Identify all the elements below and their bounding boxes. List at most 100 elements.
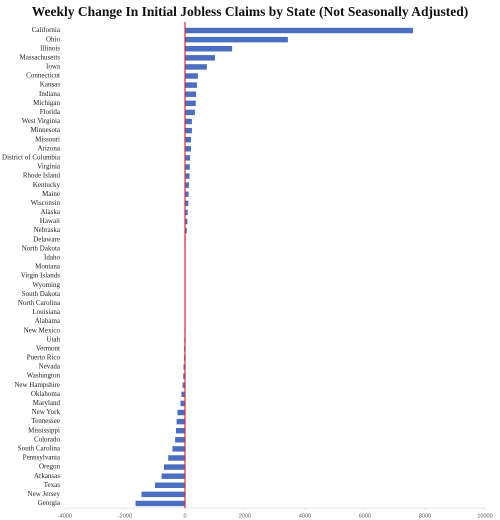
- bar: [185, 91, 197, 97]
- y-tick-label: Connecticut: [26, 72, 60, 80]
- y-tick-label: Virgin Islands: [21, 272, 61, 280]
- y-tick-label: Wyoming: [32, 281, 60, 289]
- y-tick-label: Oklahoma: [31, 390, 61, 398]
- x-tick-label: 6000: [359, 513, 371, 519]
- y-tick-label: New York: [32, 408, 61, 416]
- y-tick-label: Oregon: [39, 463, 60, 471]
- y-tick-label: New Jersey: [28, 490, 61, 498]
- y-tick-label: Alabama: [35, 317, 61, 325]
- bar: [185, 209, 188, 216]
- x-tick-label: -2000: [118, 513, 132, 519]
- bar: [185, 146, 191, 152]
- y-tick-label: Vermont: [36, 344, 60, 352]
- y-tick-label: Nevada: [39, 363, 61, 371]
- bar: [185, 191, 189, 197]
- y-tick-label: Minnesota: [30, 126, 60, 134]
- y-tick-label: Louisiana: [32, 308, 60, 316]
- y-tick-label: Iowa: [46, 63, 61, 71]
- y-tick-label: Florida: [40, 108, 61, 116]
- bar: [185, 36, 288, 43]
- y-tick-label: South Dakota: [22, 290, 61, 298]
- bar: [176, 418, 185, 425]
- y-tick-label: Pennsylvania: [23, 454, 61, 462]
- bar: [175, 437, 185, 443]
- y-tick-label: Georgia: [38, 499, 61, 507]
- y-tick-label: Kansas: [40, 81, 60, 89]
- bar: [185, 127, 192, 134]
- bar: [185, 164, 190, 170]
- bar: [183, 373, 185, 379]
- bar: [176, 427, 185, 434]
- x-tick-label: 0: [183, 513, 186, 519]
- x-tick-label: -4000: [58, 513, 72, 519]
- y-tick-label: Ohio: [46, 35, 61, 43]
- y-tick-label: Alaska: [41, 208, 61, 216]
- bar: [185, 46, 233, 52]
- bar: [185, 118, 192, 125]
- y-tick-label: Delaware: [33, 235, 60, 243]
- bar: [185, 200, 189, 207]
- bar: [135, 500, 185, 507]
- y-tick-label: Maryland: [33, 399, 61, 407]
- y-tick-label: Michigan: [33, 99, 60, 107]
- y-tick-label: South Carolina: [18, 444, 61, 452]
- y-tick-label: Virginia: [37, 163, 61, 171]
- y-tick-label: Maine: [42, 190, 60, 198]
- y-tick-label: Missouri: [35, 135, 60, 143]
- y-tick-label: Arkansas: [34, 472, 60, 480]
- x-tick-label: 8000: [419, 513, 431, 519]
- bar: [181, 391, 185, 398]
- y-tick-label: Massachusetts: [20, 53, 61, 61]
- y-tick-label: District of Columbia: [2, 153, 61, 161]
- bar: [185, 100, 196, 107]
- bar: [168, 455, 185, 461]
- bar: [164, 464, 185, 470]
- bar: [185, 218, 188, 225]
- y-tick-label: New Mexico: [24, 326, 61, 334]
- y-tick-label: Illinois: [40, 44, 60, 52]
- bar: [185, 136, 191, 143]
- y-tick-label: Colorado: [34, 435, 61, 443]
- bar: [183, 364, 185, 370]
- bar: [180, 400, 185, 407]
- bar: [155, 482, 185, 488]
- bar: [185, 55, 215, 61]
- y-tick-label: Hawaii: [40, 217, 60, 225]
- bar: [185, 227, 187, 234]
- y-tick-label: Nebraska: [34, 226, 61, 234]
- y-tick-label: North Dakota: [22, 244, 61, 252]
- bar: [161, 473, 185, 479]
- y-tick-label: Washington: [27, 372, 61, 380]
- chart-title: Weekly Change In Initial Jobless Claims …: [32, 4, 469, 19]
- y-tick-label: North Carolina: [18, 299, 61, 307]
- y-tick-label: Arizona: [37, 144, 60, 152]
- y-tick-label: California: [32, 26, 61, 34]
- y-tick-label: Wisconsin: [31, 199, 61, 207]
- bar: [185, 173, 190, 179]
- x-tick-label: 4000: [299, 513, 311, 519]
- bar: [185, 182, 189, 188]
- y-tick-label: Montana: [35, 263, 61, 271]
- y-tick-label: Rhode Island: [23, 172, 61, 180]
- y-tick-label: Utah: [46, 335, 60, 343]
- bar: [185, 109, 195, 116]
- y-tick-label: Indiana: [39, 90, 61, 98]
- y-tick-label: Idaho: [44, 254, 60, 262]
- bar: [185, 64, 207, 70]
- bar: [185, 73, 198, 79]
- bar: [141, 491, 185, 498]
- bar: [185, 155, 191, 161]
- bar: [177, 409, 185, 416]
- y-tick-label: West Virginia: [22, 117, 61, 125]
- y-tick-label: Mississippi: [28, 426, 60, 434]
- x-tick-label: 10000: [477, 513, 492, 519]
- y-tick-label: Puerto Rico: [27, 354, 61, 362]
- y-tick-label: New Hampshire: [14, 381, 60, 389]
- y-tick-label: Tennessee: [31, 417, 60, 425]
- bar: [185, 27, 413, 34]
- bar: [182, 382, 185, 388]
- y-tick-label: Kentucky: [33, 181, 61, 189]
- x-tick-label: 2000: [239, 513, 251, 519]
- y-tick-label: Texas: [44, 481, 61, 489]
